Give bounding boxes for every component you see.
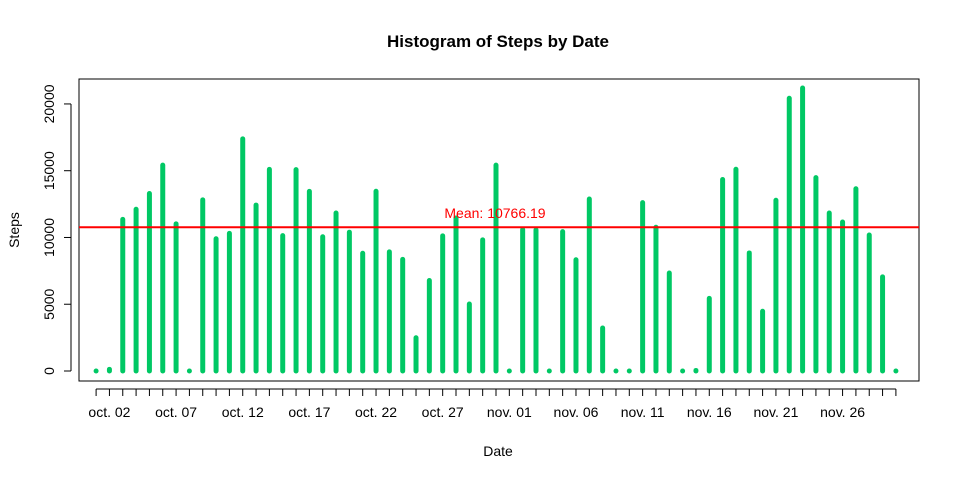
x-tick-label: nov. 21 — [753, 404, 798, 420]
mean-label: Mean: 10766.19 — [444, 205, 545, 221]
y-axis-label: Steps — [6, 212, 22, 248]
x-tick-label: oct. 02 — [88, 404, 130, 420]
x-tick-label: oct. 12 — [222, 404, 264, 420]
x-axis-label: Date — [483, 443, 513, 459]
y-tick-label: 0 — [41, 367, 57, 375]
y-tick-label: 15000 — [41, 151, 57, 190]
x-tick-label: nov. 11 — [621, 404, 665, 420]
x-tick-label: oct. 17 — [288, 404, 330, 420]
x-axis: oct. 02 oct. 07 oct. 12 oct. 17 oct. 22 oct. … — [88, 388, 897, 420]
x-tick-label: oct. 27 — [422, 404, 464, 420]
x-tick-label: nov. 16 — [687, 404, 732, 420]
x-tick-label: oct. 22 — [355, 404, 397, 420]
x-tick-label: nov. 06 — [554, 404, 599, 420]
y-tick-label: 5000 — [41, 288, 57, 319]
x-tick-label: oct. 07 — [155, 404, 197, 420]
x-tick-label: nov. 01 — [487, 404, 532, 420]
plot-area-border — [78, 78, 920, 382]
bars-group — [93, 85, 899, 374]
y-tick-label: 10000 — [41, 218, 57, 257]
y-axis: 0 5000 10000 15000 20000 — [41, 84, 72, 375]
x-tick-label: nov. 26 — [820, 404, 865, 420]
y-tick-label: 20000 — [41, 84, 57, 123]
mean-group: Mean: 10766.19 — [79, 205, 919, 229]
chart-title: Histogram of Steps by Date — [387, 32, 609, 51]
